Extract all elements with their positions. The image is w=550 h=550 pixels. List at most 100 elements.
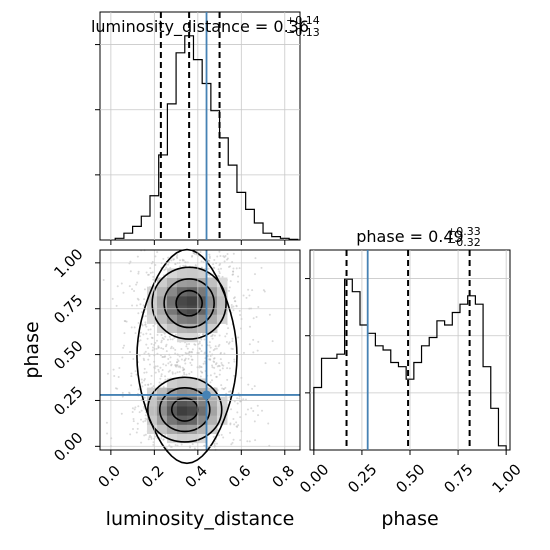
density-cell [146,415,158,425]
x-tick-label: 0.8 [268,462,298,492]
sample-point [167,362,170,365]
sample-point [137,270,140,273]
sample-point [135,304,138,307]
sample-point [247,383,250,386]
sample-point [162,338,165,341]
sample-point [123,332,126,335]
sample-point [213,360,216,363]
sample-point [143,396,146,399]
sample-point [175,365,178,368]
sample-point [144,350,147,353]
density-cell [176,332,188,343]
sample-point [180,347,183,350]
sample-point [213,259,216,262]
sample-point [254,257,257,260]
sample-point [233,360,236,363]
sample-point [232,418,235,421]
sample-point [236,425,239,428]
sample-point [191,254,194,257]
density-cell [166,387,178,398]
sample-point [150,336,153,339]
sample-point [229,422,232,425]
sample-point [129,433,132,436]
sample-point [253,385,256,388]
hist2-title-plus: +0.33 [447,225,481,238]
sample-point [139,335,142,338]
xlabel-luminosity-distance: luminosity_distance [106,508,295,530]
sample-point [165,343,168,346]
sample-point [233,374,236,377]
sample-point [129,351,132,354]
sample-point [201,333,204,336]
x-tick-label: 1.00 [488,460,524,496]
sample-point [120,282,123,285]
density-cell [206,323,218,334]
hist2-title-minus: −0.32 [447,236,481,249]
density-contours [136,248,238,465]
density-cell [196,305,208,315]
sample-point [128,285,131,288]
density-cell [186,396,198,407]
sample-point [143,367,146,370]
sample-point [221,387,224,390]
density-cell [156,286,168,297]
sample-point [199,348,202,351]
sample-point [160,339,163,342]
density-cell [186,415,198,425]
sample-point [165,364,168,367]
sample-point [113,375,116,378]
sample-point [122,346,125,349]
sample-point [148,436,151,439]
sample-point [151,349,154,352]
sample-point [145,343,148,346]
sample-point [248,440,251,443]
density-cell [186,378,198,389]
sample-point [207,259,210,262]
sample-point [175,361,178,364]
sample-point [150,436,153,439]
density-cell [146,314,158,324]
sample-point [213,334,216,337]
sample-point [147,438,150,441]
y-tick-label: 0.25 [50,383,86,419]
sample-point [149,267,152,270]
sample-point [215,442,218,445]
sample-point [221,275,224,278]
sample-point [229,280,232,283]
sample-point [186,347,189,350]
sample-point [133,408,136,411]
sample-point [132,418,135,421]
x-tick-label: 0.4 [181,462,211,492]
sample-point [226,257,229,260]
sample-point [254,439,257,442]
density-cell [206,415,218,425]
sample-point [174,444,177,447]
sample-point [256,349,259,352]
sample-point [164,268,167,271]
sample-point [142,420,145,423]
density-cell [216,396,228,407]
sample-point [223,260,226,263]
density-cell [196,286,208,297]
sample-point [154,371,157,374]
x-tick-label: 0.0 [95,462,125,492]
sample-point [212,435,215,438]
sample-point [134,332,137,335]
sample-point [144,433,147,436]
ylabel-phase: phase [21,321,43,378]
sample-point [208,344,211,347]
sample-point [167,256,170,259]
sample-point [219,358,222,361]
sample-point [183,373,186,376]
sample-point [139,303,142,306]
sample-point [150,343,153,346]
sample-point [170,363,173,366]
sample-point [211,337,214,340]
hist2-title: phase = 0.49 [356,227,463,246]
sample-point [131,407,134,410]
density-cell [196,396,208,407]
sample-point [162,438,165,441]
sample-point [167,358,170,361]
density-cell [176,277,188,288]
